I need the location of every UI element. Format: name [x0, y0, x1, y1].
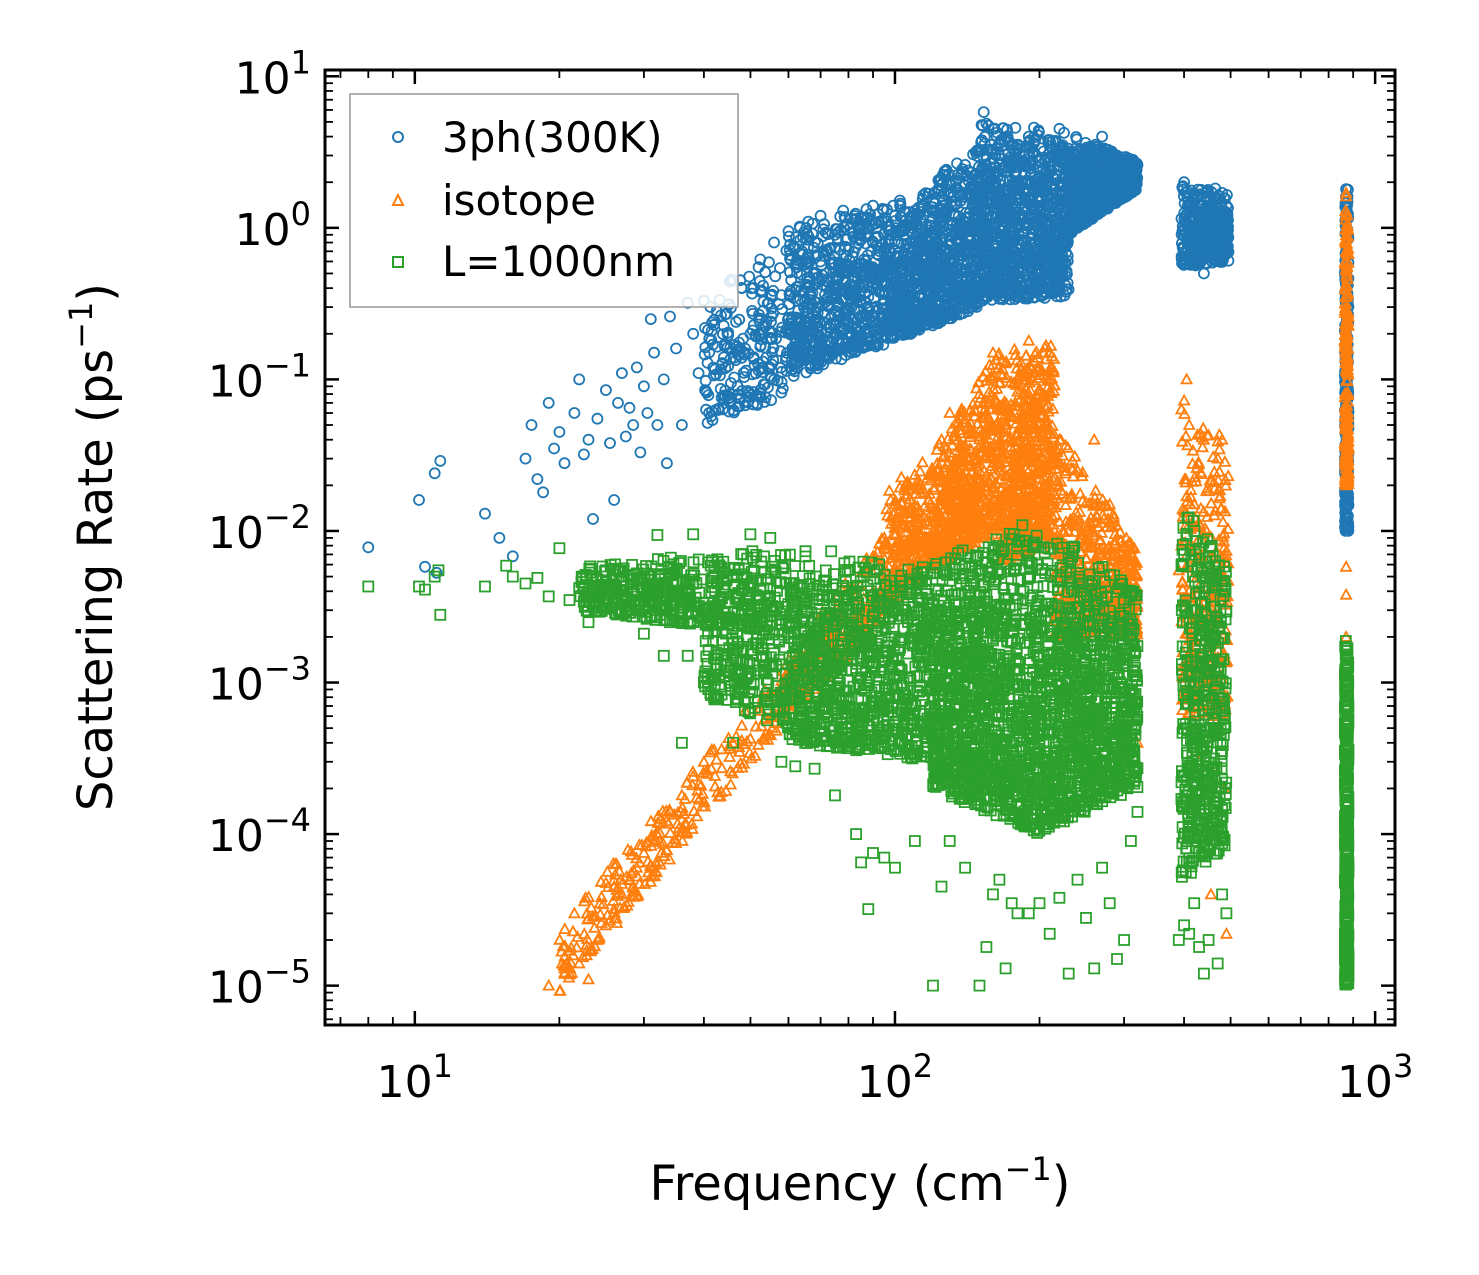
- data-layer: [362, 106, 1356, 996]
- data-cloud-3ph-300k-: [733, 342, 746, 355]
- data-cloud-3ph-300k-: [746, 287, 758, 300]
- data-cloud-3ph-300k-: [705, 324, 718, 337]
- data-cloud-3ph-300k-: [743, 270, 756, 283]
- data-cloud-3ph-300k-: [767, 342, 780, 355]
- data-cloud-3ph-300k-: [717, 328, 729, 341]
- data-cloud-3ph-300k-: [739, 342, 752, 355]
- data-cloud-3ph-300k-: [755, 328, 768, 341]
- data-cloud-3ph-300k-: [740, 364, 752, 377]
- data-cloud-3ph-300k-: [717, 403, 729, 416]
- data-cloud-3ph-300k-: [722, 360, 735, 373]
- data-cloud-3ph-300k-: [750, 330, 762, 343]
- data-cloud-3ph-300k-: [724, 352, 737, 365]
- data-cloud-3ph-300k-: [717, 389, 730, 402]
- data-cloud-3ph-300k-: [742, 396, 754, 409]
- data-cloud-3ph-300k-: [745, 389, 758, 401]
- data-cloud-3ph-300k-: [732, 388, 744, 401]
- data-cloud-3ph-300k-: [753, 308, 765, 321]
- data-cloud-3ph-300k-: [767, 354, 780, 367]
- data-cloud-3ph-300k-: [702, 389, 715, 402]
- data-cloud-3ph-300k-: [700, 386, 713, 399]
- data-cloud-3ph-300k-: [775, 386, 788, 399]
- data-cloud-3ph-300k-: [774, 262, 786, 275]
- data-cloud-3ph-300k-: [700, 403, 712, 416]
- data-cloud-3ph-300k-: [730, 344, 743, 357]
- data-cloud-3ph-300k-: [716, 358, 729, 371]
- data-cloud-3ph-300k-: [733, 336, 745, 349]
- data-cloud-3ph-300k-: [733, 313, 746, 326]
- data-cloud-3ph-300k-: [765, 310, 778, 323]
- data-cloud-3ph-300k-: [706, 414, 719, 427]
- data-cloud-3ph-300k-: [710, 368, 722, 381]
- data-cloud-3ph-300k-: [703, 332, 716, 345]
- data-cloud-3ph-300k-: [764, 369, 777, 382]
- data-cloud-3ph-300k-: [762, 381, 774, 394]
- data-cloud-3ph-300k-: [765, 315, 777, 328]
- data-cloud-3ph-300k-: [706, 338, 719, 351]
- data-cloud-3ph-300k-: [787, 292, 800, 304]
- data-cloud-3ph-300k-: [727, 404, 740, 417]
- data-cloud-3ph-300k-: [722, 405, 735, 418]
- data-cloud-3ph-300k-: [754, 340, 767, 353]
- data-cloud-3ph-300k-: [746, 304, 758, 317]
- data-cloud-3ph-300k-: [747, 352, 760, 365]
- data-cloud-3ph-300k-: [714, 382, 727, 395]
- data-cloud-3ph-300k-: [721, 327, 734, 340]
- data-cloud-3ph-300k-: [730, 315, 742, 328]
- data-cloud-3ph-300k-: [763, 256, 775, 269]
- data-cloud-3ph-300k-: [753, 275, 766, 288]
- data-cloud-3ph-300k-: [759, 378, 771, 391]
- data-cloud-3ph-300k-: [718, 340, 731, 353]
- data-cloud-3ph-300k-: [738, 366, 750, 379]
